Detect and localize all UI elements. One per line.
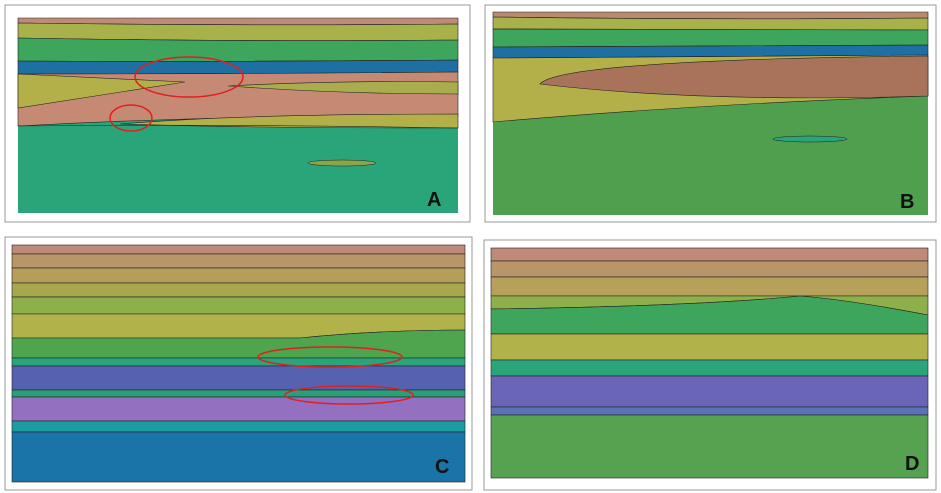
- panel-label: C: [435, 456, 449, 478]
- panel-label: D: [905, 453, 919, 475]
- panel-c: C: [4, 236, 473, 491]
- layer: [492, 28, 929, 48]
- layer: [11, 365, 466, 391]
- layer: [11, 282, 466, 298]
- layer: [11, 431, 466, 483]
- layer: [17, 59, 459, 75]
- layer: [11, 296, 466, 315]
- layer: [11, 329, 466, 359]
- layer: [490, 295, 929, 335]
- layer: [490, 375, 929, 408]
- highlight: [134, 56, 244, 98]
- layer: [11, 267, 466, 284]
- highlight: [257, 346, 403, 368]
- layer: [490, 247, 929, 262]
- layer-line: [17, 125, 459, 129]
- panel-b: B: [484, 4, 937, 223]
- layer: [490, 333, 929, 361]
- layer: [490, 359, 929, 377]
- layer: [227, 81, 459, 95]
- layer: [490, 276, 929, 297]
- layer: [11, 244, 466, 255]
- layer: [11, 389, 466, 398]
- layer: [11, 420, 466, 433]
- layer: [11, 357, 466, 367]
- layer: [539, 55, 929, 99]
- panel-d: D: [483, 239, 937, 491]
- layer: [17, 22, 459, 41]
- panel-label: B: [900, 191, 914, 213]
- layer: [119, 113, 459, 129]
- layer: [17, 37, 459, 62]
- layer: [17, 73, 186, 109]
- layer: [490, 414, 929, 479]
- layer: [11, 396, 466, 422]
- layer: [11, 253, 466, 269]
- panel-label: A: [427, 189, 441, 211]
- lens: [307, 159, 377, 167]
- panel-a: A: [4, 4, 471, 223]
- highlight: [284, 385, 414, 405]
- layer: [490, 406, 929, 416]
- layer: [492, 16, 929, 31]
- highlight: [109, 104, 153, 132]
- layer: [490, 260, 929, 278]
- lens: [772, 135, 848, 143]
